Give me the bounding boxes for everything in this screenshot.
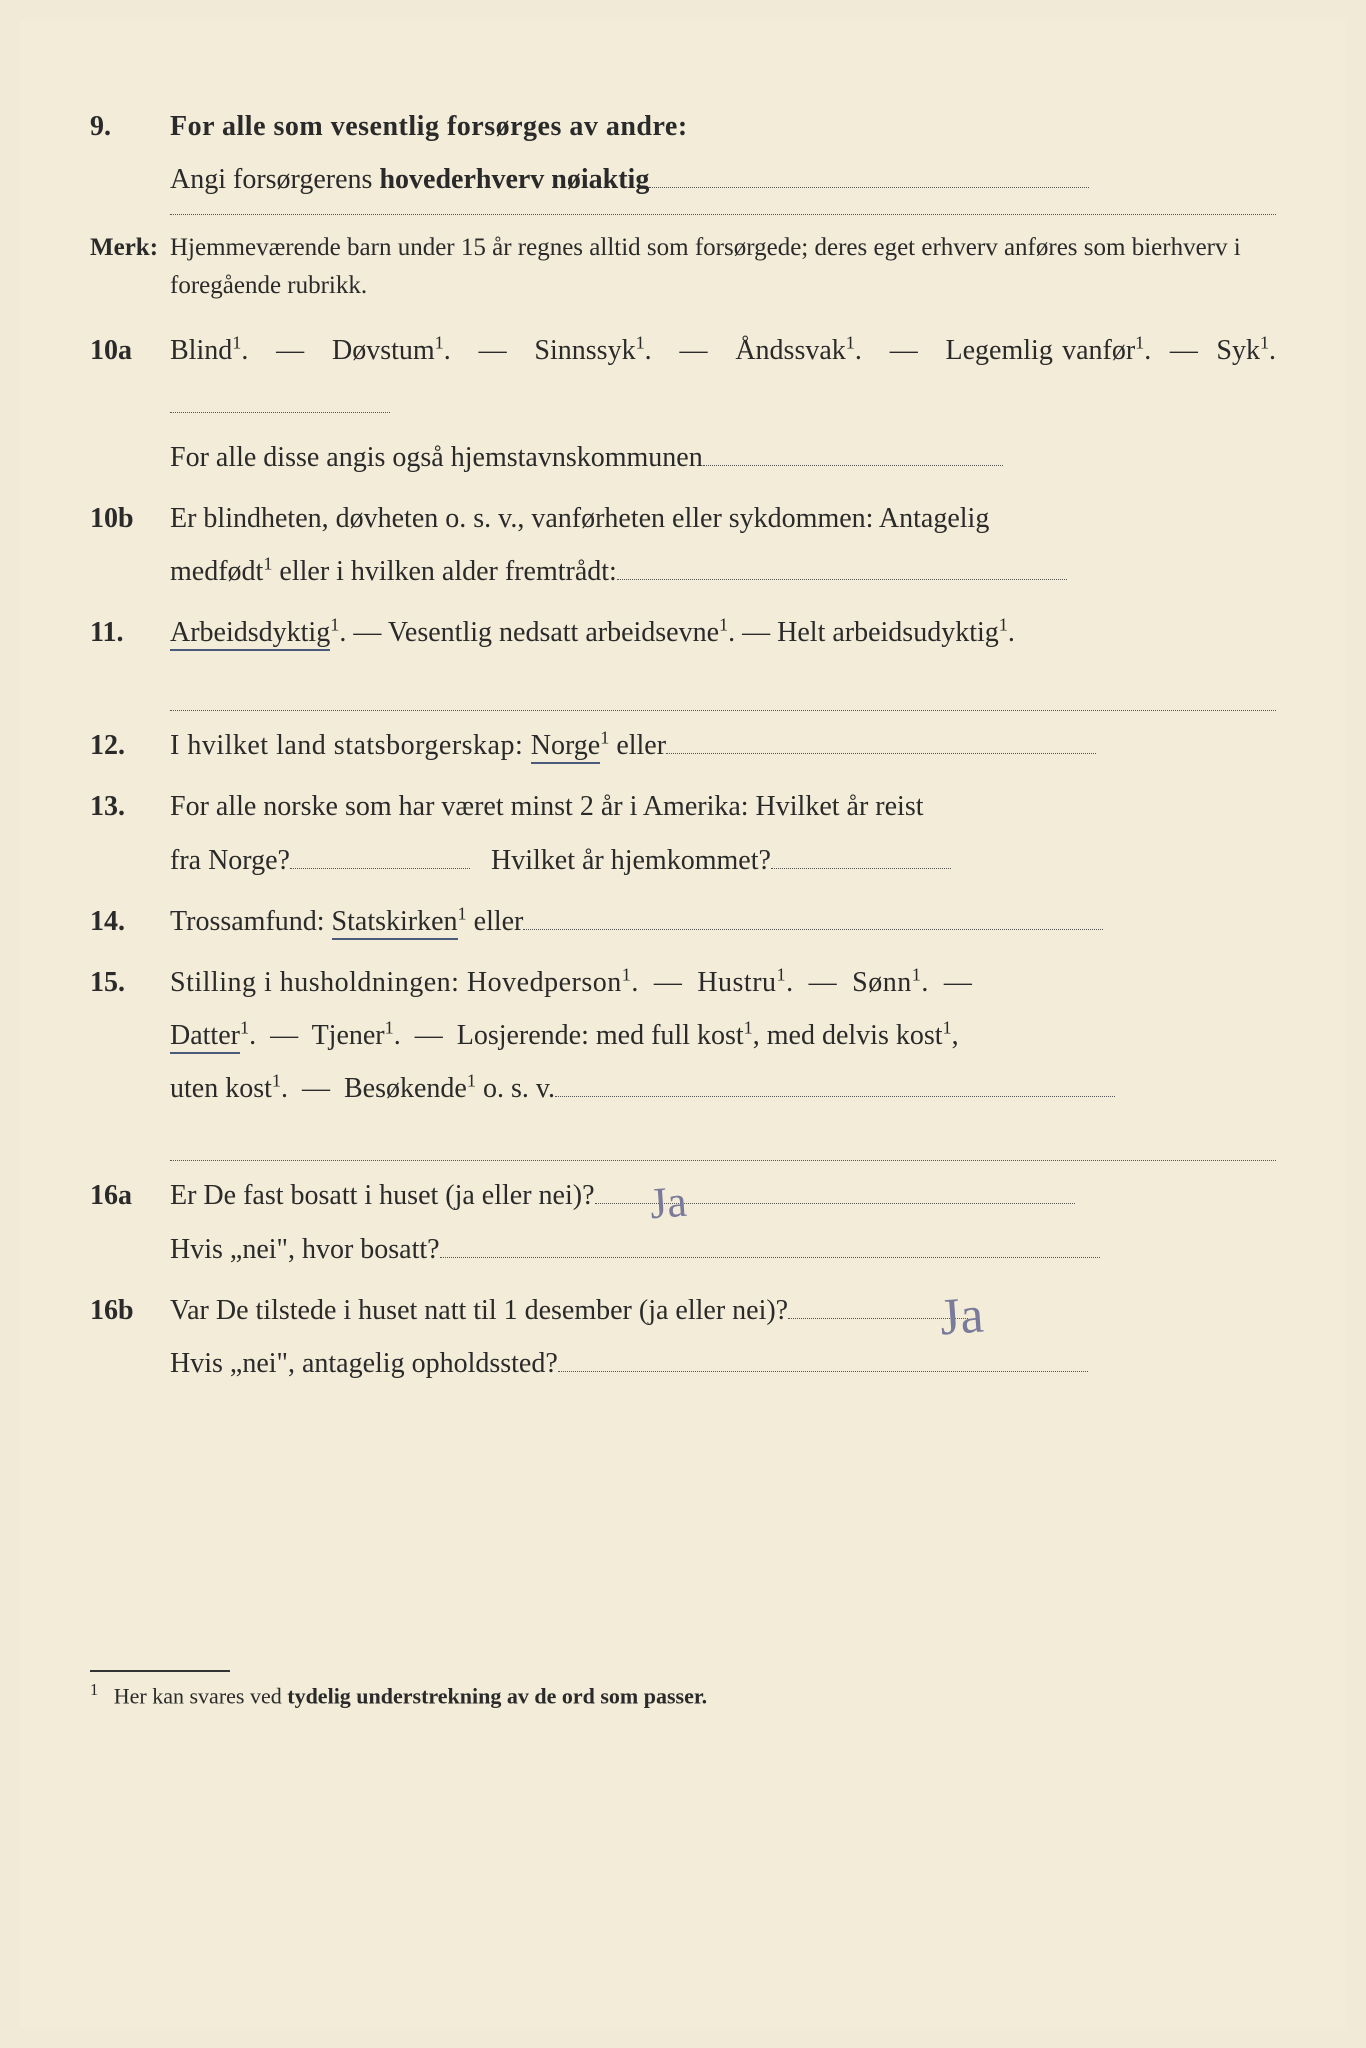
q9-line2: Angi forsørgerens hovederhverv nøiaktig — [170, 153, 1276, 206]
q13-l2: fra Norge? Hvilket år hjemkommet? — [170, 834, 1276, 887]
separator — [170, 214, 1276, 215]
q11-c[interactable]: Helt arbeidsudyktig — [777, 617, 999, 648]
q10a-num: 10a — [90, 324, 170, 484]
q14-num: 14. — [90, 895, 170, 948]
q10b-l1: Er blindheten, døvheten o. s. v., vanfør… — [170, 492, 1276, 545]
blank-line[interactable] — [649, 187, 1089, 188]
q10b-num: 10b — [90, 492, 170, 598]
q13-num: 13. — [90, 780, 170, 886]
q10b-l2: medfødt1 eller i hvilken alder fremtrådt… — [170, 545, 1276, 598]
q9-num: 9. — [90, 100, 170, 206]
q15-line2: Datter1. — Tjener1. — Losjerende: med fu… — [170, 1009, 1276, 1062]
question-14: 14. Trossamfund: Statskirken1 eller — [90, 895, 1276, 948]
q16a-l2: Hvis „nei", hvor bosatt? — [170, 1223, 1276, 1276]
q16b-l1: Var De tilstede i huset natt til 1 desem… — [170, 1284, 1276, 1337]
question-10b: 10b Er blindheten, døvheten o. s. v., va… — [90, 492, 1276, 598]
q11-b[interactable]: Vesentlig nedsatt arbeidsevne — [388, 617, 719, 648]
q16b-answer: Ja — [937, 1266, 987, 1368]
q15-line3: uten kost1. — Besøkende1 o. s. v. — [170, 1062, 1276, 1115]
q16a-answer: Ja — [647, 1160, 689, 1246]
question-11: 11. Arbeidsdyktig1. — Vesentlig nedsatt … — [90, 606, 1276, 711]
merk-text: Hjemmeværende barn under 15 år regnes al… — [170, 229, 1276, 304]
q11-num: 11. — [90, 606, 170, 711]
q12-num: 12. — [90, 719, 170, 772]
q15-line1: Stilling i husholdningen: Hovedperson1. … — [170, 956, 1276, 1009]
question-16a: 16a Er De fast bosatt i huset (ja eller … — [90, 1169, 1276, 1275]
q15-num: 15. — [90, 956, 170, 1161]
question-12: 12. I hvilket land statsborgerskap: Norg… — [90, 719, 1276, 772]
q13-l1: For alle norske som har været minst 2 år… — [170, 780, 1276, 833]
q9-line1: For alle som vesentlig forsørges av andr… — [170, 100, 1276, 153]
q14-statskirken[interactable]: Statskirken — [332, 906, 458, 940]
merk-label: Merk: — [90, 229, 170, 304]
q16a-l1: Er De fast bosatt i huset (ja eller nei)… — [170, 1169, 1276, 1222]
q16b-l2: Hvis „nei", antagelig opholdssted? — [170, 1337, 1276, 1390]
q16a-num: 16a — [90, 1169, 170, 1275]
q10a-opts: Blind1. — Døvstum1. — Sinnssyk1. — Åndss… — [170, 324, 1276, 430]
footnote: 1 Her kan svares ved tydelig understrekn… — [90, 1680, 1276, 1709]
question-15: 15. Stilling i husholdningen: Hovedperso… — [90, 956, 1276, 1161]
footnote-rule — [90, 1670, 230, 1672]
q12-norge[interactable]: Norge — [531, 730, 600, 764]
question-9: 9. For alle som vesentlig forsørges av a… — [90, 100, 1276, 206]
merk-note: Merk: Hjemmeværende barn under 15 år reg… — [90, 229, 1276, 304]
question-13: 13. For alle norske som har været minst … — [90, 780, 1276, 886]
question-10a: 10a Blind1. — Døvstum1. — Sinnssyk1. — Å… — [90, 324, 1276, 484]
q16b-num: 16b — [90, 1284, 170, 1390]
q11-a[interactable]: Arbeidsdyktig — [170, 617, 330, 651]
question-16b: 16b Var De tilstede i huset natt til 1 d… — [90, 1284, 1276, 1390]
q10a-line3: For alle disse angis også hjemstavnskomm… — [170, 431, 1276, 484]
